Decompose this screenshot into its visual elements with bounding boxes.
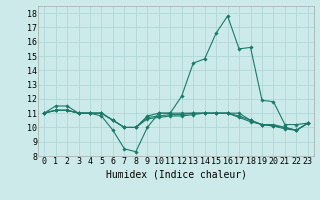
X-axis label: Humidex (Indice chaleur): Humidex (Indice chaleur) bbox=[106, 169, 246, 179]
